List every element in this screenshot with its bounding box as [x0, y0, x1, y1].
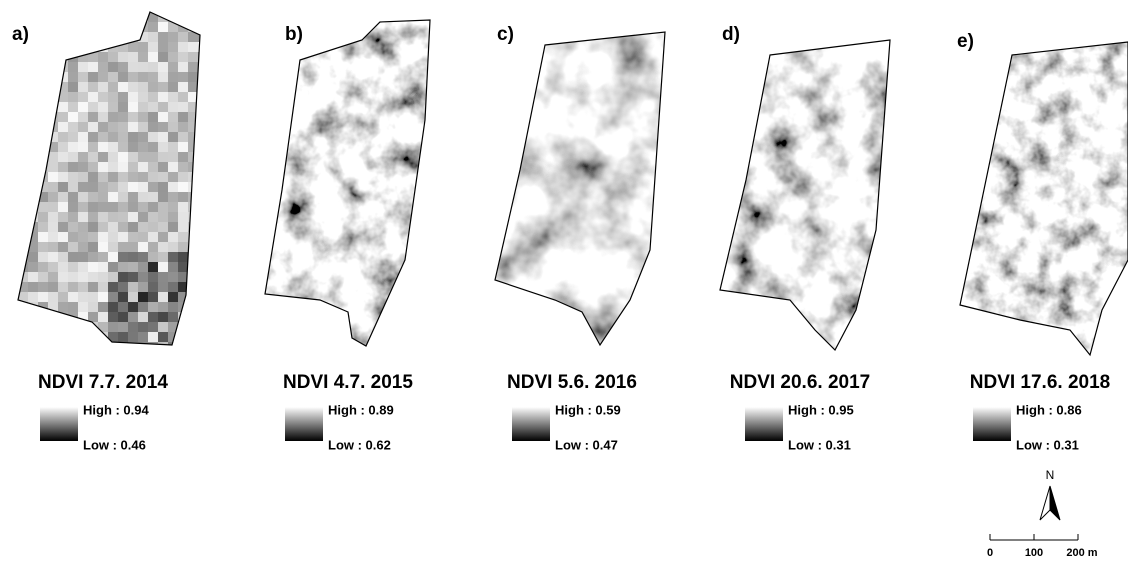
panel-title: NDVI 20.6. 2017 [730, 372, 870, 393]
panel-label: c) [497, 24, 514, 45]
legend-ramp [973, 407, 1011, 441]
panel-label: e) [957, 31, 974, 52]
panel-label: d) [722, 24, 740, 45]
map-panel: e) NDVI 17.6. 2018 High : 0.86 Low : 0.31 [957, 31, 1128, 452]
ndvi-raster [720, 40, 890, 350]
panel-label: a) [12, 24, 29, 45]
map-panel: a) NDVI 7.7. 2014 High : 0.94 Low : 0.46 [12, 12, 208, 452]
panel-title: NDVI 4.7. 2015 [283, 372, 413, 393]
figure: N 0 100 200 m a) NDVI 7.7. 2014 High : 0.9… [0, 0, 1128, 561]
ndvi-raster [495, 32, 665, 345]
north-arrow: N [1040, 468, 1060, 520]
legend-high: High : 0.86 [1016, 402, 1082, 417]
scale-label: 200 m [1066, 547, 1097, 559]
panel-title: NDVI 7.7. 2014 [38, 372, 168, 393]
legend-high: High : 0.89 [328, 402, 394, 417]
legend-high: High : 0.95 [788, 402, 854, 417]
legend-low: Low : 0.62 [328, 437, 391, 452]
legend-ramp [745, 407, 783, 441]
map-panel: d) NDVI 20.6. 2017 High : 0.95 Low : 0.31 [720, 24, 890, 452]
legend-ramp [40, 407, 78, 441]
legend-low: Low : 0.31 [1016, 437, 1079, 452]
scale-label: 100 [1025, 547, 1043, 559]
legend-high: High : 0.94 [83, 402, 150, 417]
panel-label: b) [285, 24, 303, 45]
map-panel: b) NDVI 4.7. 2015 High : 0.89 Low : 0.62 [265, 20, 430, 452]
panel-title: NDVI 17.6. 2018 [970, 372, 1110, 393]
panel-title: NDVI 5.6. 2016 [507, 372, 637, 393]
legend-high: High : 0.59 [555, 402, 621, 417]
legend-ramp [512, 407, 550, 441]
north-label: N [1046, 468, 1055, 482]
ndvi-raster [18, 12, 208, 352]
map-panel: c) NDVI 5.6. 2016 High : 0.59 Low : 0.47 [495, 24, 665, 452]
legend-low: Low : 0.47 [555, 437, 618, 452]
scale-label: 0 [987, 547, 993, 559]
scale-bar: 0 100 200 m [987, 534, 1098, 559]
legend-ramp [285, 407, 323, 441]
legend-low: Low : 0.46 [83, 437, 146, 452]
legend-low: Low : 0.31 [788, 437, 851, 452]
